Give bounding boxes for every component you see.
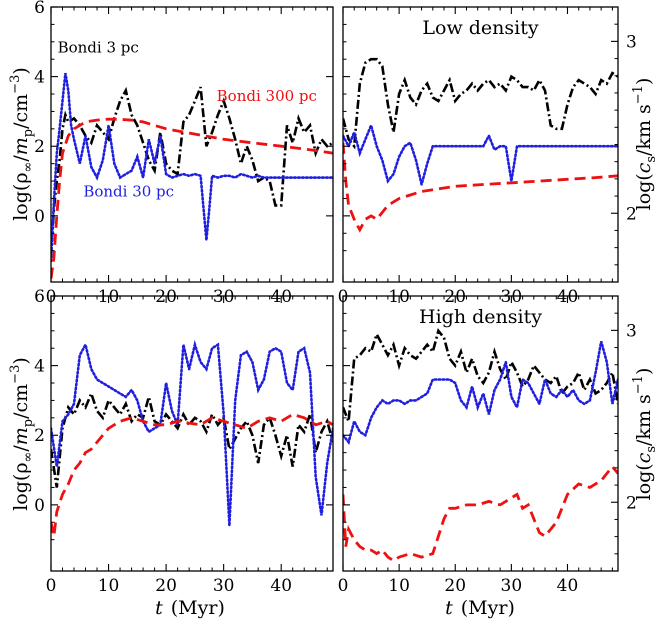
x-tick-label: 0 bbox=[338, 576, 349, 596]
right-y-tick-label: 2 bbox=[626, 493, 637, 513]
panel-title: High density bbox=[419, 306, 542, 328]
y-tick-label: 0 bbox=[34, 496, 45, 516]
y-tick-label: 6 bbox=[34, 287, 45, 307]
y-tick-label: 4 bbox=[34, 68, 45, 88]
y-tick-label: 2 bbox=[34, 137, 45, 157]
plot-frame bbox=[342, 6, 619, 283]
series-bondi-300-pc bbox=[51, 412, 333, 537]
y-tick-label: 2 bbox=[34, 426, 45, 446]
right-ylabel-bottom: log(cs/km s−1) bbox=[631, 368, 659, 501]
series-bondi-300-pc bbox=[343, 464, 618, 563]
series-bondi-3-pc bbox=[51, 389, 333, 488]
x-tick-label: 40 bbox=[270, 576, 292, 596]
series-bondi-30-pc bbox=[343, 340, 618, 446]
x-tick-label: 40 bbox=[557, 576, 579, 596]
annotation-bondi-30-pc: Bondi 30 pc bbox=[83, 183, 174, 201]
annotation-bondi-3-pc: Bondi 3 pc bbox=[58, 38, 139, 56]
x-tick-label: 30 bbox=[501, 576, 523, 596]
plot-frame bbox=[50, 295, 334, 572]
series-bondi-300-pc bbox=[343, 142, 618, 233]
x-tick-label: 20 bbox=[155, 576, 177, 596]
xlabel-right: t (Myr) bbox=[445, 597, 515, 619]
y-tick-label: 4 bbox=[34, 357, 45, 377]
panel-bottom-right: 0 10 20 30 40 2 3 High density bbox=[338, 295, 637, 596]
plot-frame bbox=[342, 295, 619, 572]
x-tick-label: 30 bbox=[213, 576, 235, 596]
plot-frame bbox=[50, 6, 334, 283]
right-y-tick-label: 3 bbox=[626, 32, 637, 52]
xlabel-left: t (Myr) bbox=[155, 597, 225, 619]
series-bondi-30-pc bbox=[51, 339, 333, 526]
left-ylabel-top: log(ρ∞/mp/cm−3) bbox=[8, 67, 36, 221]
x-tick-label: 10 bbox=[98, 576, 120, 596]
y-tick-label: 0 bbox=[34, 207, 45, 227]
x-tick-label: 20 bbox=[444, 576, 466, 596]
panel-title: Low density bbox=[422, 17, 538, 39]
right-y-tick-label: 2 bbox=[626, 204, 637, 224]
series-bondi-3-pc bbox=[343, 57, 618, 150]
right-ylabel-top: log(cs/km s−1) bbox=[631, 78, 659, 211]
series-bondi-3-pc bbox=[343, 327, 618, 422]
left-ylabel-bottom: log(ρ∞/mp/cm−3) bbox=[8, 357, 36, 511]
x-tick-label: 10 bbox=[388, 576, 410, 596]
right-y-tick-label: 3 bbox=[626, 321, 637, 341]
series-bondi-30-pc bbox=[343, 121, 618, 185]
x-tick-label: 0 bbox=[46, 576, 57, 596]
annotation-bondi-300-pc: Bondi 300 pc bbox=[217, 87, 317, 105]
y-tick-label: 6 bbox=[34, 0, 45, 18]
series-bondi-30-pc bbox=[51, 72, 333, 263]
panel-bottom-left: 0 10 20 30 40 0 2 4 6 bbox=[34, 287, 334, 596]
series-bondi-300-pc bbox=[51, 117, 333, 279]
